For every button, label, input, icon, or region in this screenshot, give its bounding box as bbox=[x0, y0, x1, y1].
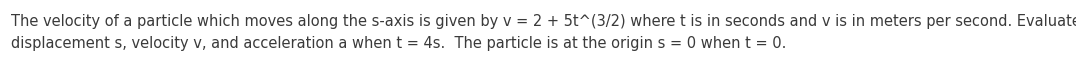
Text: The velocity of a particle which moves along the s-axis is given by v = 2 + 5t^(: The velocity of a particle which moves a… bbox=[11, 14, 1076, 51]
